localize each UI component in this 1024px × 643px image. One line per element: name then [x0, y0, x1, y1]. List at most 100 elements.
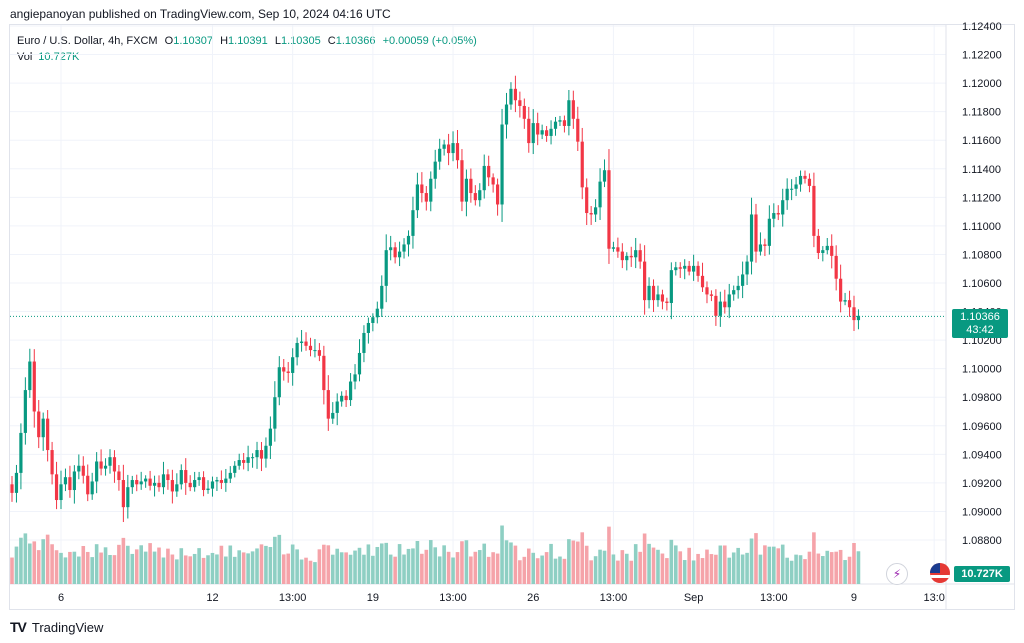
volume-bar [540, 555, 544, 584]
x-tick-label: 13:00 [439, 592, 467, 604]
y-tick-label: 1.12400 [962, 21, 1002, 33]
volume-bar [669, 539, 674, 584]
volume-bar [518, 560, 522, 584]
candle-body [81, 465, 85, 476]
candle-body [692, 265, 696, 272]
x-tick-label: 13:00 [600, 592, 628, 604]
candle-body [157, 482, 161, 488]
volume-bar [126, 545, 130, 584]
tradingview-logo-icon: TV [10, 619, 27, 635]
volume-bar [785, 557, 789, 584]
candle-body [384, 250, 388, 286]
open-label: O [164, 35, 174, 47]
candle-body [714, 295, 718, 316]
volume-label[interactable]: Vol [17, 51, 33, 63]
volume-bar [379, 543, 384, 584]
candle-body [130, 480, 134, 488]
candle-body [41, 418, 45, 438]
volume-bar [308, 560, 313, 584]
low-value: 1.10305 [280, 35, 321, 47]
candle-body [95, 461, 99, 482]
candle-body [651, 285, 656, 301]
candle-body [340, 395, 344, 402]
candle-body [393, 247, 397, 258]
candle-body [696, 265, 700, 276]
candle-body [438, 148, 442, 162]
candle-body [625, 255, 629, 261]
candle-body [464, 178, 469, 202]
volume-bar [513, 545, 518, 584]
y-tick-label: 1.09400 [962, 449, 1002, 461]
replay-icon[interactable]: ⚡ [886, 563, 908, 585]
candle-body [816, 235, 820, 254]
candle-body [807, 178, 812, 186]
volume-bar [228, 545, 233, 584]
volume-bar [264, 545, 268, 584]
volume-bar [281, 554, 286, 584]
candle-body [469, 178, 473, 194]
candle-body [99, 461, 103, 469]
y-tick-label: 1.09600 [962, 421, 1002, 433]
volume-bar [794, 554, 798, 584]
volume-bar [580, 532, 585, 584]
candle-body [758, 244, 763, 252]
volume-bar [63, 557, 68, 584]
candle-body [402, 244, 406, 252]
candle-body [487, 165, 491, 178]
volume-bar [143, 551, 148, 584]
candle-body [304, 341, 308, 346]
volume-bar [691, 560, 696, 584]
candle-body [291, 357, 295, 373]
volume-bar [210, 552, 215, 584]
candle-body [478, 190, 482, 201]
candle-body [491, 177, 495, 185]
x-tick-label: 13:00 [760, 592, 788, 604]
volume-bar [415, 541, 420, 584]
candle-body [210, 481, 215, 489]
volume-bar [754, 533, 758, 584]
candle-body [362, 332, 366, 353]
volume-bar [81, 545, 86, 584]
volume-bar [54, 550, 59, 584]
volume-bar [696, 553, 700, 584]
volume-bar [201, 557, 206, 584]
candle-body [357, 352, 362, 375]
volume-bar [803, 559, 807, 584]
candle-body [188, 482, 192, 488]
volume-bar [469, 556, 473, 584]
symbol-title[interactable]: Euro / U.S. Dollar, 4h, FXCM [17, 35, 158, 47]
x-tick-label: 13:00 [279, 592, 307, 604]
candle-body [371, 317, 375, 323]
y-tick-label: 1.10200 [962, 335, 1002, 347]
volume-bar [206, 555, 210, 584]
candle-body [299, 341, 304, 343]
candle-body [228, 472, 232, 479]
volume-bar [77, 556, 81, 584]
volume-bar [460, 541, 464, 584]
footer-brand[interactable]: TV TradingView [10, 619, 103, 635]
candle-body [660, 294, 665, 302]
candle-body [723, 301, 727, 308]
volume-bar [362, 554, 366, 584]
candle-body [687, 265, 691, 272]
volume-bar [526, 548, 531, 584]
volume-bar [232, 556, 237, 584]
candle-body [558, 120, 562, 122]
candle-body [348, 381, 353, 401]
volume-bar [402, 554, 406, 584]
candle-body [656, 294, 660, 301]
candle-body [166, 474, 170, 481]
volume-bar [112, 555, 117, 584]
candle-body [317, 350, 321, 356]
eu-us-flag-icon[interactable] [930, 563, 950, 583]
candle-body [126, 487, 130, 508]
candle-body [834, 255, 838, 279]
volume-bar [843, 560, 847, 584]
candle-body [59, 484, 63, 501]
y-tick-label: 1.08800 [962, 535, 1002, 547]
candle-body [839, 278, 843, 302]
volume-bar [598, 549, 602, 584]
volume-bar [544, 552, 549, 584]
volume-bar [255, 548, 259, 584]
